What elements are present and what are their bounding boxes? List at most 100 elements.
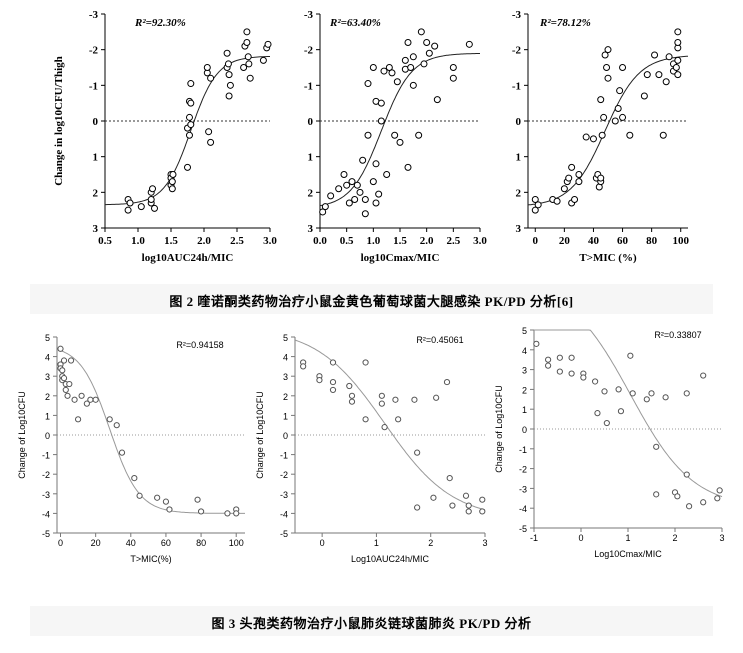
data-point [653,443,660,450]
data-point [149,185,157,193]
data-point [600,113,608,121]
x-tick-label: 3 [719,533,724,543]
x-tick-label: 0 [58,538,63,548]
data-point [465,508,472,515]
data-point [423,39,431,47]
data-point [616,87,624,95]
data-point [589,135,597,143]
data-point [62,386,69,394]
caption-band-fig3 [30,606,713,636]
data-point [348,398,356,405]
y-tick-label: 2 [308,187,314,199]
data-point [381,424,388,431]
data-point [603,419,610,427]
x-tick-label: 3.0 [473,235,487,247]
data-point [327,192,335,200]
y-tick-label: -3 [280,490,288,500]
data-point [674,56,682,64]
data-point [446,475,453,482]
data-point [243,39,251,47]
data-point [147,195,155,203]
y-tick-label: 1 [283,411,288,421]
x-tick-label: 2 [672,533,677,543]
data-point [225,71,233,79]
x-tick-label: 100 [229,538,244,548]
y-tick-label: 5 [45,333,50,343]
data-point [362,416,369,423]
data-point [465,502,472,509]
y-tick-label: 4 [45,353,50,363]
data-point [205,128,213,136]
data-point [353,181,361,189]
data-point [531,206,539,214]
data-point [224,510,231,517]
data-point [665,53,673,61]
data-point [433,394,440,401]
y-tick-label: 0 [45,431,50,441]
data-point [225,92,233,100]
data-point [571,195,579,203]
x-tick-label: 3.0 [263,235,277,247]
data-point [126,199,134,207]
data-point [575,171,583,178]
data-point [568,354,575,361]
data-point [556,354,563,361]
y-tick-label: -2 [42,470,50,480]
data-point [246,74,254,82]
data-point [601,388,608,395]
x-tick-label: 1 [374,538,379,548]
data-point [244,53,252,61]
y-tick-label: 1 [308,152,314,164]
y-tick-label: 3 [522,366,527,376]
x-tick-label: 1 [625,533,630,543]
data-point [118,449,126,456]
data-point [185,131,193,139]
data-point [137,203,145,211]
y-tick-label: -3 [512,9,522,21]
y-tick-label: 4 [283,353,288,363]
data-point [643,396,650,403]
figure-3-caption: 图 3 头孢类药物治疗小鼠肺炎链球菌肺炎 PK/PD 分析 [211,616,532,631]
y-tick-label: -3 [304,9,314,21]
data-point [462,492,470,499]
data-point [651,51,659,59]
data-point [615,386,622,393]
data-point [404,39,412,47]
data-point [71,396,78,403]
data-point [162,498,170,505]
x-tick-label: 2.5 [446,235,460,247]
x-axis-label: log10Cmax/MIC [361,252,440,264]
data-point [597,96,605,104]
data-point [401,56,409,64]
x-tick-label: 20 [91,538,101,548]
y-tick-label: -2 [519,465,527,475]
data-point [604,74,612,82]
data-point [643,71,651,79]
fit-curve [294,339,486,511]
data-point [223,49,231,57]
x-axis-label: T>MIC (%) [579,252,637,264]
data-point [617,408,625,415]
data-point [375,190,383,198]
data-point [603,64,611,71]
data-point [545,356,552,363]
y-tick-label: 2 [45,392,50,402]
r-squared-label: R²=0.94158 [176,340,223,350]
data-point [545,362,552,369]
r-squared-label: R²=0.33807 [654,330,701,340]
y-tick-label: -1 [519,445,527,455]
data-point [411,396,418,403]
data-point [430,494,437,501]
data-point [136,492,143,499]
data-point [372,160,380,168]
y-axis-label: Change of Log10CFU [255,391,265,479]
data-point [245,60,253,68]
data-point [414,504,421,511]
data-point [479,496,486,503]
y-tick-label: 3 [283,372,288,382]
data-point [154,494,161,501]
data-point [560,185,568,193]
x-tick-label: 0.5 [340,235,354,247]
data-point [662,78,670,86]
